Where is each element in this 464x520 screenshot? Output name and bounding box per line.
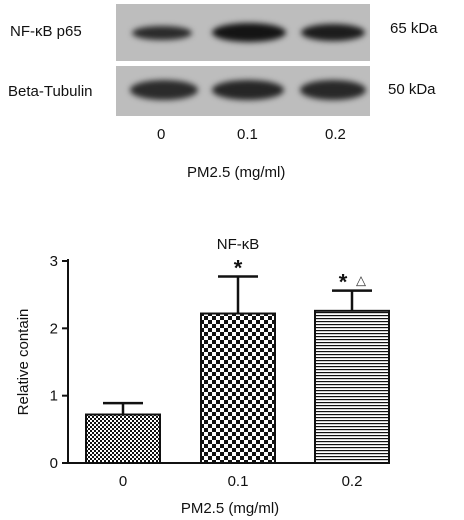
y-axis-label: Relative contain: [15, 309, 32, 416]
blot-row-label-tubulin: Beta-Tubulin: [8, 83, 93, 100]
blot-band: [130, 80, 198, 100]
blot-size-tubulin: 50 kDa: [388, 81, 436, 98]
x-tick-label: 0.1: [228, 473, 249, 490]
y-tick-label: 2: [50, 320, 58, 337]
y-tick-label: 3: [50, 253, 58, 270]
blot-strip-nfkb: [116, 4, 370, 61]
blot-band: [212, 23, 286, 42]
significance-star: *: [234, 255, 243, 280]
blot-row-label-nfkb: NF-κB p65: [10, 23, 82, 40]
blot-lane-label: 0: [157, 126, 166, 143]
blot-band: [300, 80, 366, 100]
bar-0.2: [314, 309, 390, 464]
blot-lane-label: 0.1: [237, 126, 258, 143]
blot-band: [212, 80, 284, 100]
bar-0: [85, 413, 161, 464]
bar-0.1: [200, 312, 276, 464]
blot-size-nfkb: 65 kDa: [390, 20, 438, 37]
x-axis-label: PM2.5 (mg/ml): [181, 500, 279, 517]
blot-band: [301, 24, 365, 41]
blot-band: [132, 26, 192, 40]
x-tick-label: 0: [119, 473, 127, 490]
significance-triangle: △: [356, 273, 366, 288]
significance-star: *: [339, 270, 348, 295]
blot-lane-label: 0.2: [325, 126, 346, 143]
blot-strip-tubulin: [116, 66, 370, 116]
y-tick-label: 1: [50, 388, 58, 405]
blot-xlabel: PM2.5 (mg/ml): [187, 164, 286, 181]
y-tick-label: 0: [50, 455, 58, 472]
chart-title: NF-κB: [217, 236, 260, 253]
x-tick-label: 0.2: [342, 473, 363, 490]
